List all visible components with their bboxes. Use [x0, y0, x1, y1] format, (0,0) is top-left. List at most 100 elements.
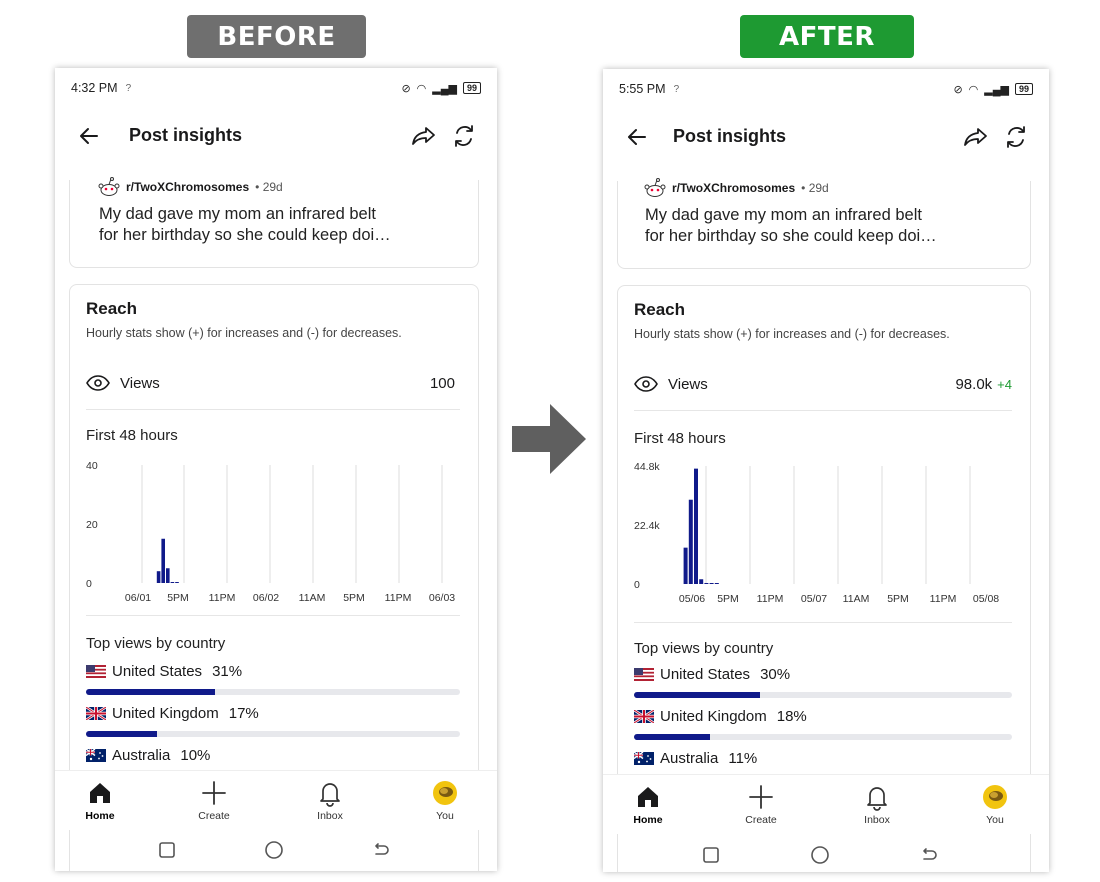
- chart-bar: [161, 538, 165, 583]
- after-label: AFTER: [740, 15, 914, 58]
- subreddit-name[interactable]: r/TwoXChromosomes: [126, 180, 250, 194]
- country-bar-track: [634, 692, 1012, 698]
- country-row-us: United States 30%: [634, 666, 1012, 698]
- subreddit-name[interactable]: r/TwoXChromosomes: [672, 181, 796, 195]
- nav-home[interactable]: Home: [613, 783, 683, 826]
- uk-flag-icon: [634, 710, 654, 723]
- bottom-nav: Home Create Inbox You: [603, 774, 1049, 834]
- chart-bar: [714, 583, 719, 584]
- x-tick-label: 5PM: [717, 593, 739, 605]
- signal-icon: ▂▄▆: [432, 82, 457, 95]
- share-icon[interactable]: [411, 124, 437, 148]
- nav-create[interactable]: Create: [726, 783, 796, 826]
- nav-you-label: You: [436, 810, 454, 822]
- country-row-au: Australia 11%: [634, 750, 1012, 782]
- country-name: United States: [660, 666, 751, 683]
- signal-icon: ▂▄▆: [984, 83, 1009, 96]
- country-row-us: United States 31%: [86, 663, 460, 695]
- wifi-icon: ◠: [968, 83, 979, 96]
- status-bar: 5:55 PM ? ⊘ ◠ ▂▄▆ 99: [603, 69, 1049, 109]
- share-icon[interactable]: [963, 125, 989, 149]
- transition-arrow-icon: [512, 404, 586, 474]
- dnd-icon: ⊘: [401, 82, 411, 95]
- country-name: Australia: [112, 747, 171, 764]
- chart-bar: [170, 582, 175, 583]
- recents-icon[interactable]: [701, 845, 721, 865]
- country-row-uk: United Kingdom 18%: [634, 708, 1012, 740]
- system-back-icon[interactable]: [919, 845, 939, 865]
- post-age-value: 29d: [808, 181, 829, 195]
- x-tick-label: 05/06: [679, 593, 705, 605]
- chart-bar: [709, 583, 714, 584]
- y-tick-label: 22.4k: [634, 520, 660, 532]
- post-title-line: for her birthday so she could keep doi…: [99, 226, 391, 244]
- x-tick-label: 11PM: [930, 593, 957, 605]
- nav-you[interactable]: You: [960, 783, 1030, 826]
- system-back-icon[interactable]: [371, 840, 391, 860]
- views-label: Views: [668, 375, 708, 393]
- country-pct: 30%: [760, 666, 791, 683]
- home-circle-icon[interactable]: [810, 845, 830, 865]
- post-age: • 29d: [801, 181, 829, 195]
- post-meta: r/TwoXChromosomes • 29d: [98, 177, 283, 197]
- back-arrow-icon[interactable]: [625, 125, 649, 149]
- chart-bar: [694, 468, 698, 584]
- x-tick-label: 06/03: [429, 592, 455, 604]
- y-tick-label: 20: [86, 519, 98, 531]
- x-tick-label: 11PM: [757, 593, 784, 605]
- plus-icon: [749, 785, 773, 809]
- country-bar-fill: [634, 692, 760, 698]
- nav-home[interactable]: Home: [65, 779, 135, 822]
- first-48-hours-label: First 48 hours: [634, 430, 726, 447]
- post-card[interactable]: r/TwoXChromosomes • 29d My dad gave my m…: [617, 178, 1031, 269]
- country-pct: 31%: [212, 663, 243, 680]
- status-bar: 4:32 PM ? ⊘ ◠ ▂▄▆ 99: [55, 68, 497, 108]
- post-age-value: 29d: [262, 180, 283, 194]
- eye-icon: [86, 375, 110, 391]
- system-nav: [55, 830, 497, 870]
- country-name: Australia: [660, 750, 719, 767]
- sim-icon: ?: [125, 82, 132, 94]
- nav-create[interactable]: Create: [179, 779, 249, 822]
- views-chart: 44.8k 22.4k 0 05/06 5PM 11PM 05/07 11AM 5PM 11PM 0…: [634, 461, 999, 605]
- top-views-title: Top views by country: [634, 640, 774, 657]
- country-bar-fill: [634, 734, 710, 740]
- bell-icon: [320, 783, 340, 807]
- post-title: My dad gave my mom an infrared belt for …: [645, 205, 995, 247]
- country-bar-fill: [86, 689, 215, 695]
- refresh-icon[interactable]: [1003, 124, 1029, 150]
- chart-bar: [688, 499, 693, 584]
- x-tick-label: 06/01: [125, 592, 151, 604]
- recents-icon[interactable]: [157, 840, 177, 860]
- nav-inbox[interactable]: Inbox: [295, 779, 365, 822]
- y-tick-label: 40: [86, 460, 98, 472]
- au-flag-icon: [634, 752, 654, 765]
- reach-title: Reach: [634, 300, 686, 319]
- views-row: Views 98.0k +4: [634, 372, 1012, 396]
- avatar-icon: [433, 781, 457, 805]
- country-bar-track: [86, 731, 460, 737]
- battery-icon: 99: [1014, 83, 1033, 95]
- nav-inbox[interactable]: Inbox: [842, 783, 912, 826]
- wifi-icon: ◠: [416, 82, 427, 95]
- nav-you[interactable]: You: [410, 779, 480, 822]
- phone-after: 5:55 PM ? ⊘ ◠ ▂▄▆ 99 Post insights r/Two…: [603, 69, 1049, 872]
- status-icons: ⊘ ◠ ▂▄▆ 99: [401, 82, 481, 95]
- phone-before: 4:32 PM ? ⊘ ◠ ▂▄▆ 99 Post insights r/Two…: [55, 68, 497, 871]
- dnd-icon: ⊘: [953, 83, 963, 96]
- bottom-nav: Home Create Inbox You: [55, 770, 497, 830]
- bell-icon: [867, 787, 887, 811]
- views-label: Views: [120, 374, 160, 392]
- back-arrow-icon[interactable]: [77, 124, 101, 148]
- app-bar: Post insights: [603, 117, 1049, 157]
- refresh-icon[interactable]: [451, 123, 477, 149]
- sim-icon: ?: [673, 83, 680, 95]
- country-bar-track: [86, 689, 460, 695]
- post-card[interactable]: r/TwoXChromosomes • 29d My dad gave my m…: [69, 177, 479, 268]
- x-tick-label: 05/07: [801, 593, 827, 605]
- post-age: • 29d: [255, 180, 283, 194]
- home-circle-icon[interactable]: [264, 840, 284, 860]
- country-pct: 11%: [728, 750, 758, 767]
- x-tick-label: 11AM: [843, 593, 870, 605]
- views-row: Views 100: [86, 371, 460, 395]
